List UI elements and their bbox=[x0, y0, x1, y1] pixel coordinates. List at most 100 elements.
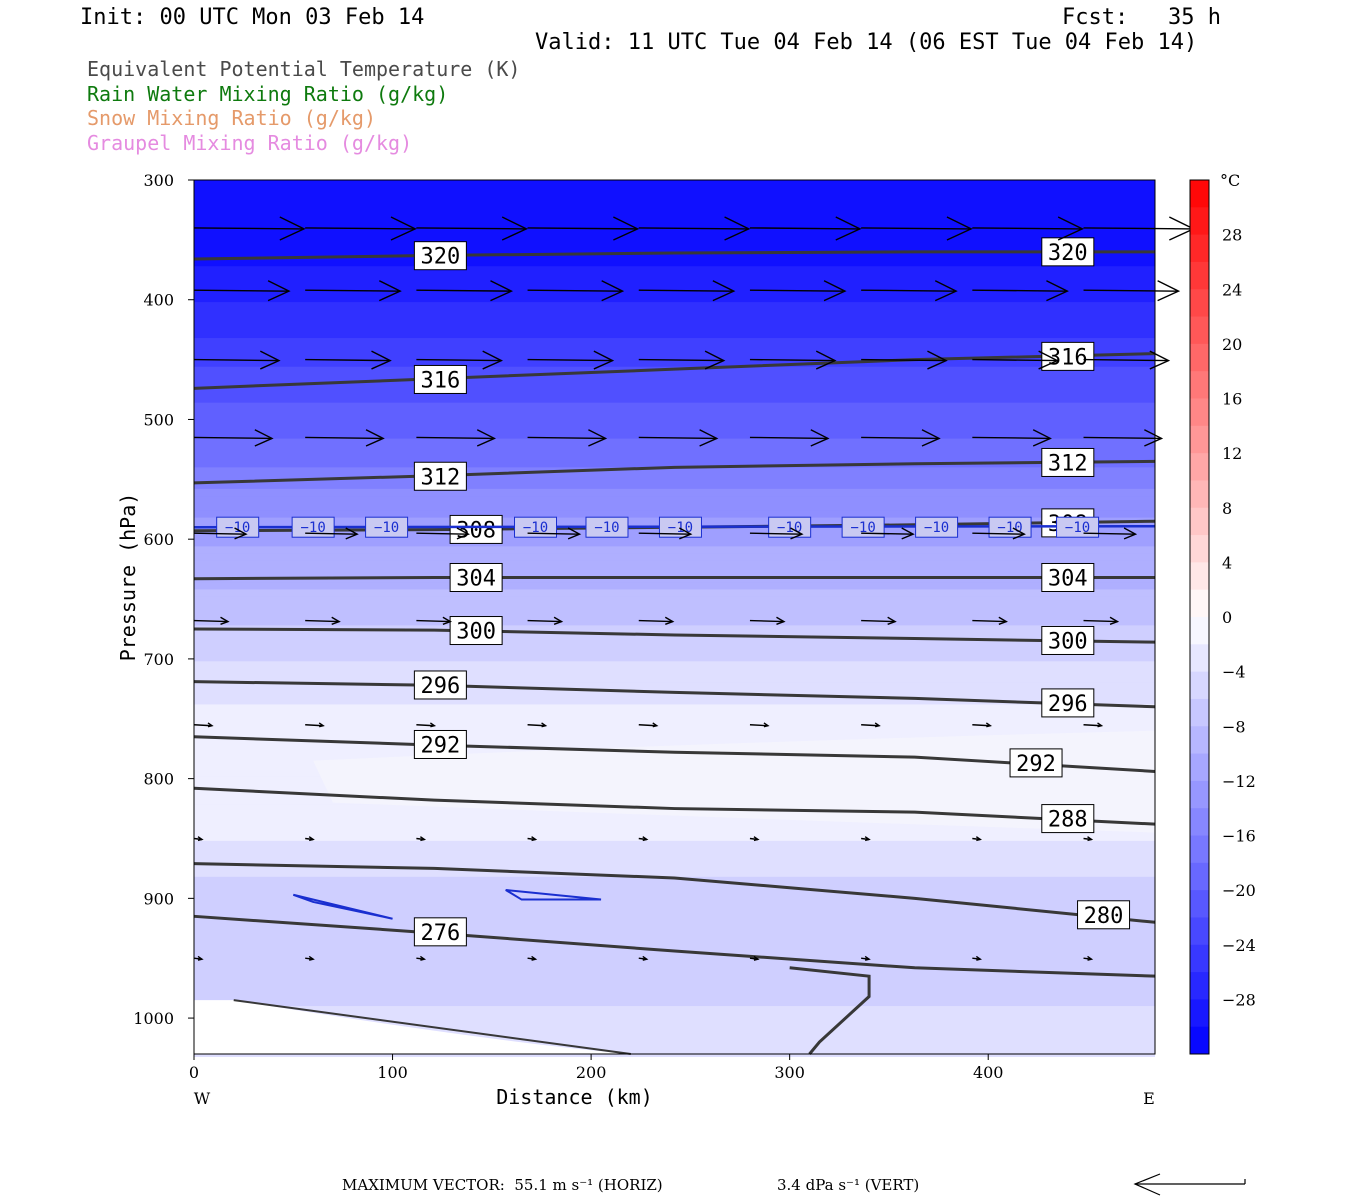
y-axis-label: Pressure (hPa) bbox=[116, 493, 140, 662]
theta-e-296-label: 296 bbox=[1048, 692, 1088, 717]
temp-band bbox=[194, 1020, 1155, 1029]
colorbar-tick-label: −8 bbox=[1222, 717, 1246, 736]
temp-band bbox=[194, 883, 1155, 892]
temp-band bbox=[194, 460, 1155, 468]
wind-vector-shaft bbox=[1083, 532, 1136, 535]
wind-vector bbox=[972, 429, 1052, 447]
temp-band bbox=[194, 280, 1155, 289]
wind-vector-head bbox=[776, 616, 786, 625]
wind-vector-shaft bbox=[416, 227, 527, 230]
wind-vector-head bbox=[835, 216, 862, 241]
wind-vector-head bbox=[419, 836, 427, 842]
wind-vector-head bbox=[810, 429, 830, 447]
temp-band bbox=[194, 251, 1155, 260]
temp-band bbox=[194, 237, 1155, 246]
colorbar-swatch bbox=[1190, 507, 1209, 536]
temp-label: −10 bbox=[777, 520, 802, 536]
wind-vector-head bbox=[531, 836, 538, 842]
wind-vector-head bbox=[553, 616, 564, 625]
theta-e-292-label: 292 bbox=[421, 733, 461, 758]
temp-band bbox=[194, 567, 1155, 576]
wind-vector-head bbox=[753, 955, 760, 961]
temp-band bbox=[194, 611, 1155, 619]
wind-vector-head bbox=[197, 955, 204, 961]
theta-e-320-label: 320 bbox=[421, 245, 461, 270]
wind-vector-shaft bbox=[749, 724, 768, 727]
wind-vector bbox=[1083, 836, 1094, 842]
wind-vector bbox=[527, 616, 564, 625]
temp-label: −10 bbox=[594, 520, 619, 536]
temp-band bbox=[194, 287, 1155, 296]
temp-band bbox=[194, 345, 1155, 354]
wind-vector-head bbox=[1032, 429, 1052, 447]
temp-band bbox=[194, 876, 1155, 885]
wind-vector-shaft bbox=[972, 227, 1083, 230]
temp-band bbox=[194, 955, 1155, 964]
wind-vector-head bbox=[975, 955, 982, 961]
wind-vector bbox=[749, 955, 760, 961]
temp-band bbox=[194, 646, 1155, 655]
theta-e-304-label: 304 bbox=[456, 566, 496, 591]
temp-band bbox=[194, 862, 1155, 871]
wind-vector-head bbox=[1012, 527, 1026, 540]
temp-band bbox=[194, 266, 1155, 274]
plot-area: 3203203163163123123083083043043003002962… bbox=[193, 180, 1196, 1057]
wind-vector bbox=[749, 216, 862, 241]
wind-vector bbox=[305, 350, 392, 370]
temp-band bbox=[194, 244, 1155, 253]
theta-e-304-label: 304 bbox=[1048, 566, 1088, 591]
wind-vector bbox=[972, 216, 1084, 241]
temp-band bbox=[194, 812, 1155, 820]
wind-vector bbox=[1083, 722, 1104, 728]
wind-vector-head bbox=[371, 350, 392, 370]
temp-band bbox=[194, 503, 1155, 512]
temp-band bbox=[194, 725, 1155, 734]
temp-band bbox=[194, 395, 1155, 404]
wind-vector bbox=[1083, 955, 1094, 961]
temp-band bbox=[194, 668, 1155, 677]
temp-band bbox=[194, 1034, 1155, 1043]
wind-vector-shaft bbox=[972, 289, 1068, 292]
temp-band bbox=[194, 409, 1155, 418]
theta-e-280-line bbox=[193, 862, 1156, 924]
x-axis-label: Distance (km) bbox=[496, 1085, 653, 1109]
y-tick-label: 500 bbox=[143, 410, 174, 429]
temp-band bbox=[194, 223, 1155, 231]
wind-vector-shaft bbox=[416, 436, 495, 440]
x-tick-label: 100 bbox=[377, 1063, 408, 1082]
theta-e-300-label-box bbox=[1041, 625, 1095, 655]
wind-vector-head bbox=[601, 280, 625, 302]
temp-band bbox=[194, 1042, 1155, 1050]
wind-vector bbox=[416, 527, 471, 540]
wind-vector bbox=[638, 280, 736, 302]
wind-vector-head bbox=[593, 350, 615, 370]
wind-vector bbox=[305, 429, 385, 447]
wind-vector-head bbox=[1144, 429, 1164, 447]
temp-band bbox=[194, 826, 1155, 835]
wind-vector-head bbox=[985, 722, 992, 728]
wind-vector-head bbox=[267, 280, 291, 302]
colorbar-tick-label: 0 bbox=[1222, 608, 1232, 627]
legend-entry-rain: Rain Water Mixing Ratio (g/kg) bbox=[87, 82, 449, 106]
wind-vector-head bbox=[234, 527, 248, 540]
temp-band bbox=[194, 740, 1155, 749]
temp-label-box bbox=[365, 516, 409, 538]
theta-e-304-label-box bbox=[449, 562, 503, 592]
wind-vector bbox=[1083, 350, 1171, 370]
theta-e-292-label-box bbox=[413, 729, 467, 759]
temp-band bbox=[194, 194, 1155, 203]
wind-vector-head bbox=[476, 429, 497, 447]
wind-vector bbox=[527, 722, 548, 728]
wind-vector-head bbox=[934, 280, 958, 302]
wind-vector bbox=[416, 616, 453, 625]
wind-vector-head bbox=[763, 722, 770, 728]
y-tick-label: 700 bbox=[143, 650, 174, 669]
wind-vector bbox=[749, 280, 847, 302]
colorbar-swatch bbox=[1190, 234, 1209, 263]
temp-band bbox=[194, 302, 1155, 310]
colorbar-swatch bbox=[1190, 562, 1209, 591]
theta-e-300-label: 300 bbox=[456, 620, 496, 645]
theta-e-304-line bbox=[193, 575, 1155, 581]
colorbar-swatch bbox=[1190, 944, 1209, 973]
forecast-hour: Fcst: 35 h bbox=[1062, 5, 1221, 30]
